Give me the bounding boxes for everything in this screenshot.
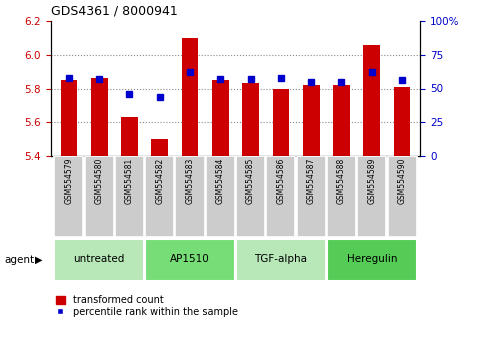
Bar [357,156,386,237]
Text: GSM554589: GSM554589 [367,158,376,204]
Bar [236,239,326,281]
Bar [266,156,296,237]
Bar [303,85,320,156]
Bar [145,156,174,237]
Bar [145,239,235,281]
Bar [115,156,144,237]
Bar [60,80,77,156]
Text: agent: agent [5,255,35,265]
Bar [91,79,108,156]
Bar [55,156,84,237]
Bar [55,239,144,281]
Text: GDS4361 / 8000941: GDS4361 / 8000941 [51,5,177,18]
Bar [121,117,138,156]
Bar [394,87,411,156]
Text: TGF-alpha: TGF-alpha [255,254,307,264]
Text: untreated: untreated [73,254,125,264]
Text: GSM554581: GSM554581 [125,158,134,204]
Text: AP1510: AP1510 [170,254,210,264]
Bar [206,156,235,237]
Text: GSM554585: GSM554585 [246,158,255,204]
Bar [212,80,228,156]
Bar [272,88,289,156]
Bar [387,156,416,237]
Bar [236,156,265,237]
Bar [297,156,326,237]
Text: GSM554590: GSM554590 [398,158,407,204]
Bar [182,38,199,156]
Text: GSM554584: GSM554584 [216,158,225,204]
Legend: transformed count, percentile rank within the sample: transformed count, percentile rank withi… [56,295,238,317]
Text: Heregulin: Heregulin [346,254,397,264]
Bar [175,156,205,237]
Bar [85,156,114,237]
Text: GSM554579: GSM554579 [64,158,73,204]
Text: GSM554587: GSM554587 [307,158,316,204]
Text: ▶: ▶ [35,255,43,265]
Text: GSM554588: GSM554588 [337,158,346,204]
Bar [327,239,416,281]
Bar [242,84,259,156]
Text: GSM554582: GSM554582 [155,158,164,204]
Bar [327,156,356,237]
Text: GSM554586: GSM554586 [276,158,285,204]
Text: GSM554580: GSM554580 [95,158,104,204]
Bar [363,45,380,156]
Text: GSM554583: GSM554583 [185,158,195,204]
Bar [333,85,350,156]
Bar [151,139,168,156]
